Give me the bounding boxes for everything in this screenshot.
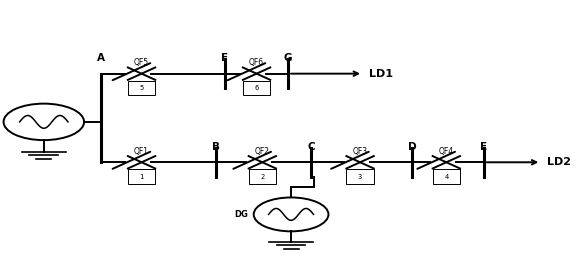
Text: 5: 5 — [139, 85, 144, 91]
Text: 4: 4 — [444, 174, 449, 180]
Text: E: E — [480, 142, 487, 152]
Text: DG: DG — [234, 210, 248, 219]
Text: QF6: QF6 — [249, 58, 264, 67]
Bar — [243, 81, 271, 95]
Bar — [249, 170, 276, 184]
Text: B: B — [212, 142, 220, 152]
Text: G: G — [284, 53, 292, 63]
Text: 2: 2 — [260, 174, 265, 180]
Text: 3: 3 — [358, 174, 362, 180]
Bar — [346, 170, 374, 184]
Text: QF1: QF1 — [134, 147, 149, 156]
Text: A: A — [97, 53, 105, 63]
Text: 1: 1 — [139, 174, 144, 180]
Bar — [128, 81, 155, 95]
Text: QF5: QF5 — [134, 58, 149, 67]
Text: D: D — [407, 142, 416, 152]
Bar — [432, 170, 460, 184]
Text: LD2: LD2 — [547, 157, 571, 167]
Text: C: C — [307, 142, 315, 152]
Text: LD1: LD1 — [369, 69, 392, 79]
Text: F: F — [221, 53, 228, 63]
Text: 6: 6 — [254, 85, 259, 91]
Text: QF2: QF2 — [255, 147, 270, 156]
Text: QF3: QF3 — [353, 147, 368, 156]
Bar — [128, 170, 155, 184]
Text: QF4: QF4 — [439, 147, 454, 156]
